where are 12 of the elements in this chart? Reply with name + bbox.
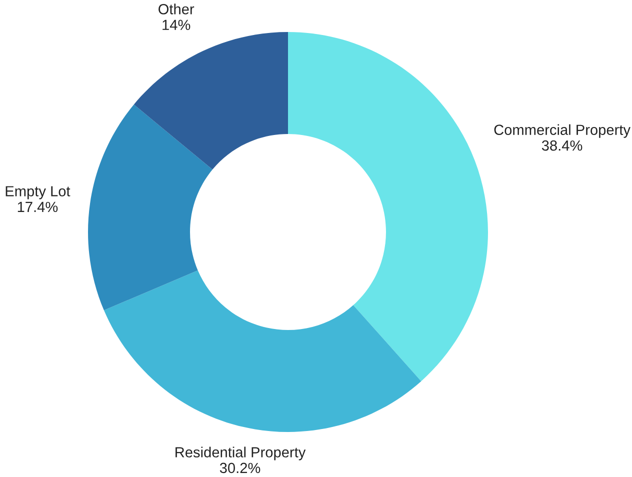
- donut-slice: [88, 104, 212, 310]
- data-label: 30.2%: [220, 462, 260, 474]
- donut-slice: [134, 32, 288, 170]
- slice-label: Other: [158, 4, 194, 14]
- data-label: 38.4%: [542, 140, 582, 151]
- slice-label: Residential Property: [176, 446, 306, 460]
- donut-slice: [288, 32, 488, 382]
- data-label: 14%: [162, 20, 190, 30]
- donut-slice: [104, 270, 422, 432]
- slice-label: Commercial Property: [494, 124, 630, 138]
- slice-label: Empty Lot: [6, 186, 70, 200]
- data-label: 17.4%: [18, 202, 58, 212]
